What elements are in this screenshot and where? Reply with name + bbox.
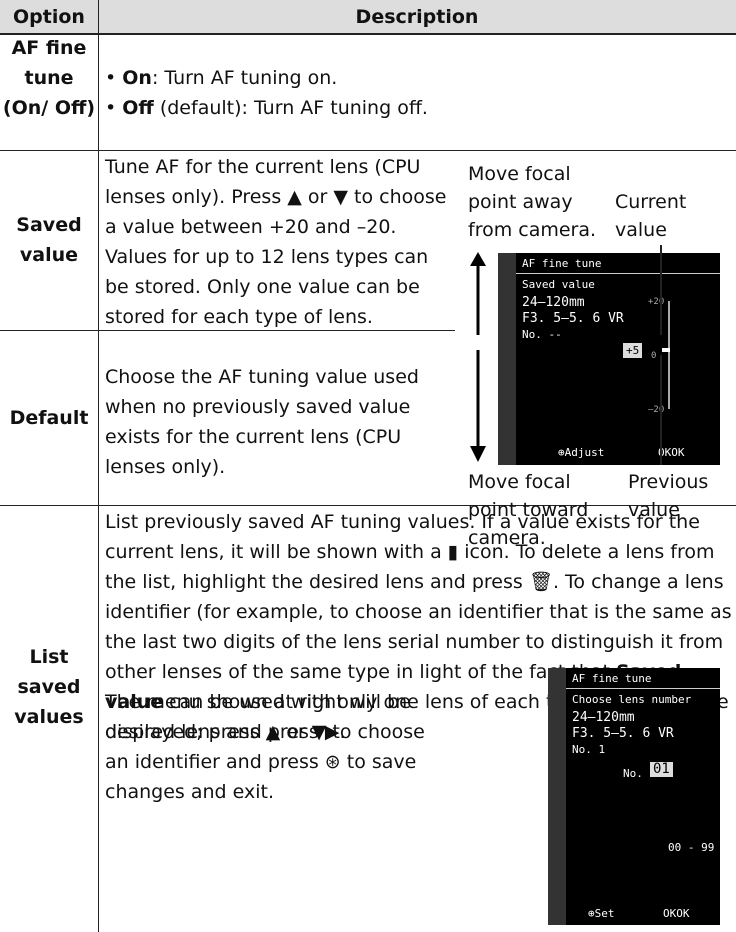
header-bg xyxy=(0,0,736,33)
annotation: Move focal point toward camera. xyxy=(468,471,589,549)
screen-text: AF fine tune xyxy=(522,257,602,270)
option: Saved value xyxy=(16,214,82,266)
description: Tune AF for the current lens (CPU lenses… xyxy=(105,156,447,328)
screen-text: ⊕Adjust xyxy=(558,446,605,459)
screen-text: 01 xyxy=(650,762,673,777)
screen-text: OKOK xyxy=(663,907,690,920)
camera-screen: AF fine tune Choose lens number 24–120mm… xyxy=(548,668,720,925)
description: Choose the AF tuning value used when no … xyxy=(105,366,419,478)
screen-text: No. 1 xyxy=(572,743,606,756)
screen-text: 24–120mm xyxy=(522,295,585,310)
screen-text: Choose lens number xyxy=(572,693,692,706)
camera-screen: AF fine tune Saved value 24–120mm F3. 5–… xyxy=(498,253,720,465)
arrows xyxy=(470,252,486,462)
annotation: Previous value xyxy=(628,471,709,521)
screen-text: Saved value xyxy=(522,278,595,291)
screen-text: AF fine tune xyxy=(572,672,652,685)
screen-text: 24–120mm xyxy=(572,710,635,725)
screen-text: –20 xyxy=(648,405,665,415)
screen-text: F3. 5–5. 6 VR xyxy=(572,726,674,741)
option: List saved values xyxy=(14,646,84,728)
run: • xyxy=(105,97,123,119)
description: The menu shown at right will be displaye… xyxy=(105,687,435,807)
option: Default xyxy=(9,407,89,429)
screen-text: 0 xyxy=(651,351,657,361)
screen-text: No. xyxy=(623,767,643,780)
run: The menu shown at right will be displaye… xyxy=(105,691,425,803)
run: Off xyxy=(122,97,154,119)
option: AF fine tune (On/ Off) xyxy=(2,37,96,119)
screen-text: F3. 5–5. 6 VR xyxy=(522,311,624,326)
screen-text: ⊕Set xyxy=(588,907,615,920)
run: List previously saved AF tuning values. … xyxy=(105,511,732,683)
annotation: Move focal point away from camera. xyxy=(468,163,597,241)
screen-text: No. -- xyxy=(522,328,562,341)
screen-text: +20 xyxy=(648,297,665,307)
screen-text: 00 - 99 xyxy=(668,841,715,854)
description: • On: Turn AF tuning on. • Off (default)… xyxy=(105,63,428,123)
header-option: Option xyxy=(13,6,85,28)
run: : Turn AF tuning on. xyxy=(151,67,338,89)
run: • xyxy=(105,67,123,89)
run: (default): Turn AF tuning off. xyxy=(153,97,428,119)
annotation: Current value xyxy=(615,191,687,241)
screen-text: OKOK xyxy=(658,446,685,459)
screen-text: +5 xyxy=(623,343,643,358)
header-description: Description xyxy=(355,6,479,28)
run: On xyxy=(122,67,152,89)
